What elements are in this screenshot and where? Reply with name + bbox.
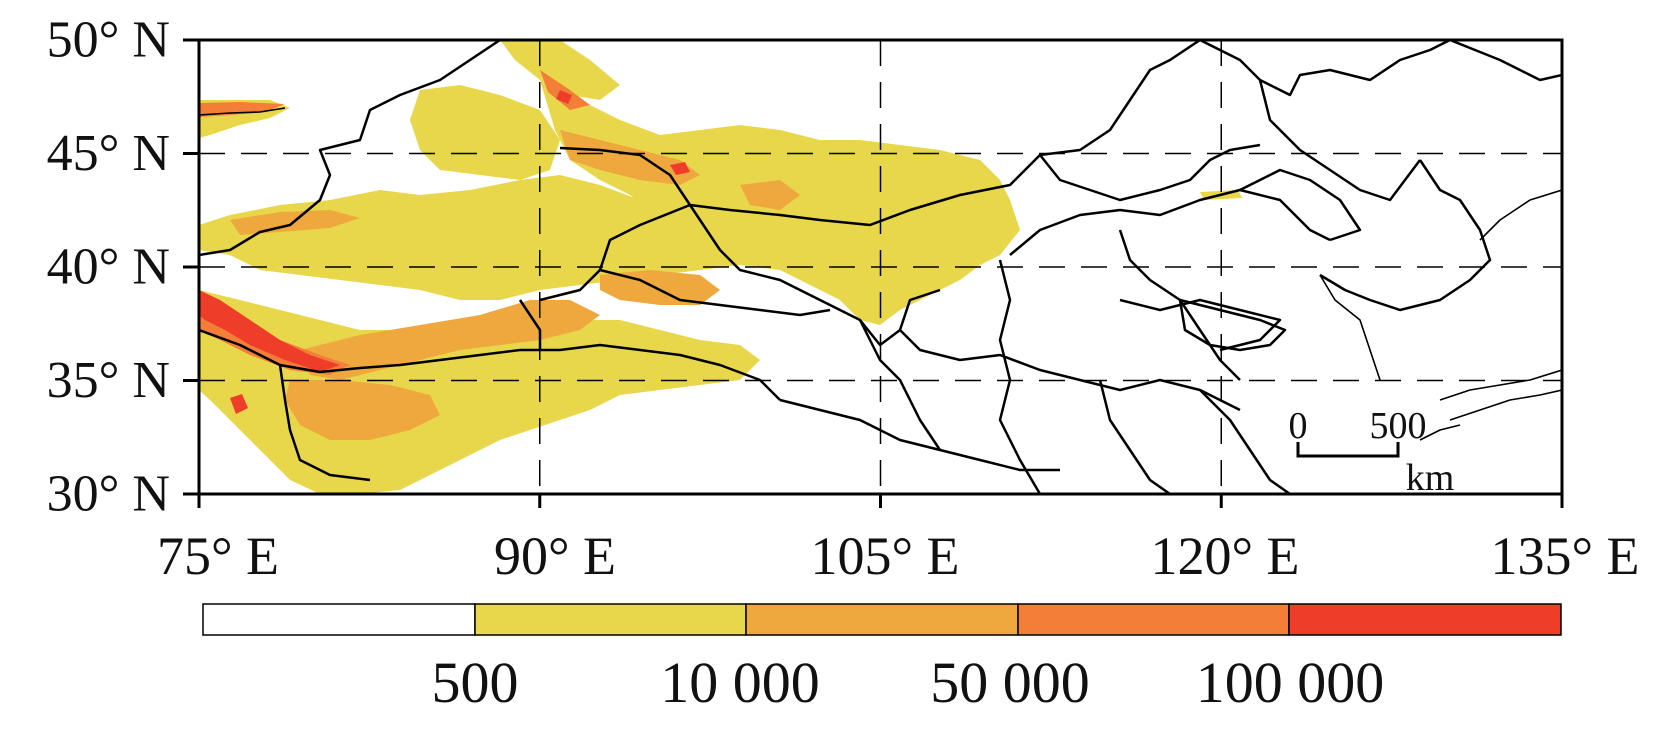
lon-label-75: 75° E bbox=[157, 526, 279, 586]
province-ne-2 bbox=[1239, 168, 1362, 242]
colorbar-bin-5 bbox=[1288, 603, 1562, 636]
lat-label-35: 35° N bbox=[47, 352, 170, 409]
colorbar: 500 10 000 50 000 100 000 bbox=[202, 603, 1562, 715]
field-red-spot-altai bbox=[556, 90, 572, 104]
grid bbox=[199, 40, 1562, 494]
province-gansu bbox=[688, 204, 941, 347]
colorbar-label-10000: 10 000 bbox=[660, 650, 820, 715]
scale-bar-unit-label: km bbox=[1406, 457, 1455, 499]
field-yellow-junggar bbox=[410, 85, 560, 180]
province-xinjiang-tibet bbox=[199, 328, 521, 374]
province-central-7 bbox=[1098, 379, 1171, 494]
lon-label-90: 90° E bbox=[494, 526, 616, 586]
axis-ticks bbox=[183, 38, 1564, 508]
province-central-1 bbox=[899, 329, 1241, 412]
field-yellow-tarim-ring bbox=[199, 175, 920, 300]
field-orange-tarim-north bbox=[230, 210, 360, 235]
lon-label-105: 105° E bbox=[810, 526, 959, 586]
lat-labels: 50° N 45° N 40° N 35° N 30° N bbox=[47, 12, 170, 523]
lat-label-50: 50° N bbox=[47, 12, 170, 69]
national-border-mongolia bbox=[559, 40, 1201, 227]
field-red-kunlun bbox=[199, 290, 340, 372]
province-shandong bbox=[1178, 298, 1287, 352]
national-border-west bbox=[199, 40, 501, 257]
province-ne-1 bbox=[1258, 79, 1421, 202]
lat-label-40: 40° N bbox=[47, 239, 170, 296]
province-central-8 bbox=[1199, 389, 1291, 494]
density-field bbox=[199, 40, 1242, 494]
province-tibet-south bbox=[278, 364, 371, 482]
province-central-5 bbox=[779, 398, 1060, 472]
colorbar-label-50000: 50 000 bbox=[930, 650, 1090, 715]
boundaries bbox=[199, 40, 1562, 494]
province-qinghai-north bbox=[599, 268, 831, 317]
colorbar-bin-3 bbox=[745, 603, 1019, 636]
province-inner bbox=[1009, 188, 1331, 256]
province-central-4 bbox=[1119, 298, 1282, 352]
colorbar-label-500: 500 bbox=[432, 650, 519, 715]
lon-label-120: 120° E bbox=[1150, 526, 1299, 586]
scale-bar-end-label: 500 bbox=[1370, 405, 1427, 447]
field-red-spot-west bbox=[230, 394, 248, 414]
lat-label-45: 45° N bbox=[47, 125, 170, 182]
colorbar-bin-2 bbox=[474, 603, 747, 636]
province-tibet-qinghai bbox=[520, 343, 781, 401]
province-central-6 bbox=[858, 319, 942, 451]
coast-korea-sea bbox=[1319, 189, 1562, 381]
field-yellow-altai bbox=[500, 40, 620, 100]
scale-bar-start-label: 0 bbox=[1289, 405, 1308, 447]
lon-label-135: 135° E bbox=[1490, 526, 1639, 586]
field-darkorange-altai bbox=[540, 70, 590, 110]
lon-labels: 75° E 90° E 105° E 120° E 135° E bbox=[157, 526, 1640, 586]
colorbar-bin-1 bbox=[202, 603, 476, 636]
field-red-spot-tianshan bbox=[670, 162, 690, 175]
scale-bar: 0 500 km bbox=[1289, 405, 1455, 499]
colorbar-bin-4 bbox=[1017, 603, 1290, 636]
national-border-korea bbox=[1319, 159, 1492, 312]
coast-japan bbox=[1419, 369, 1562, 441]
national-border-northeast bbox=[1199, 40, 1451, 97]
field-orange-tibet-west bbox=[285, 380, 440, 440]
national-border-east bbox=[1449, 40, 1562, 82]
lat-label-30: 30° N bbox=[47, 466, 170, 523]
colorbar-label-100000: 100 000 bbox=[1196, 650, 1385, 715]
scale-bar-line bbox=[1296, 442, 1400, 458]
field-orange-tibet-north bbox=[300, 300, 600, 380]
field-orange-hexi bbox=[740, 180, 800, 210]
border-west-small bbox=[199, 107, 286, 116]
